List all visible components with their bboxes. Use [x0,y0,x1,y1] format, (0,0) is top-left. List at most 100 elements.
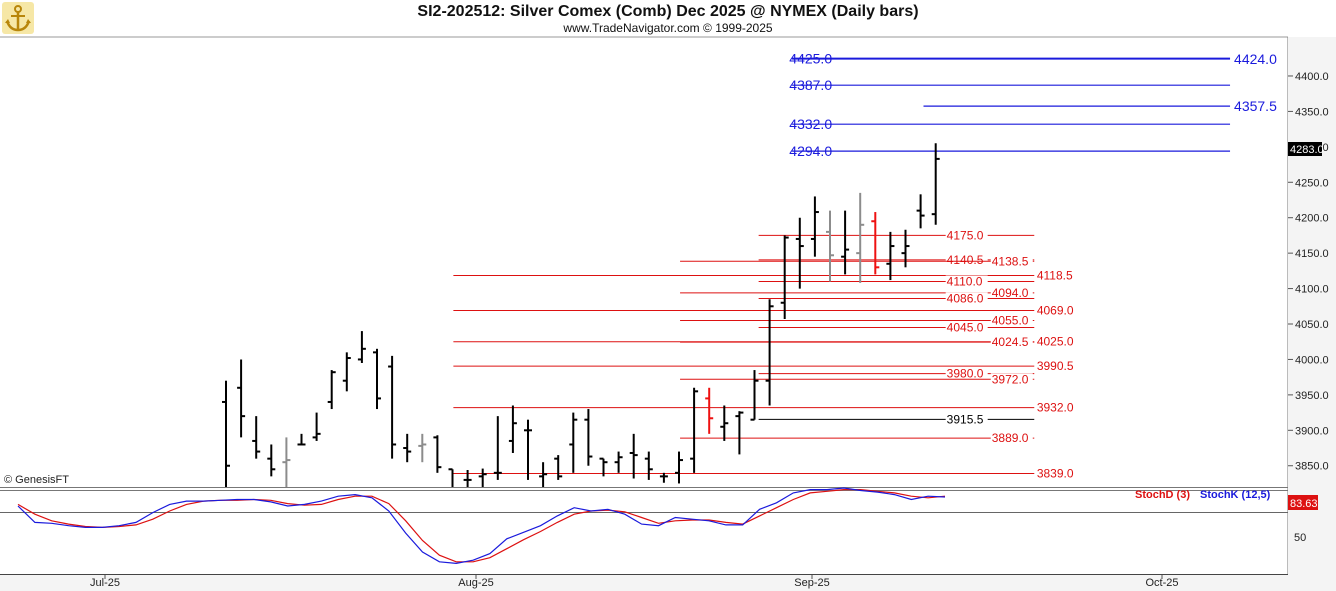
level-label: 4069.0 [1037,304,1074,318]
ohlc-bar [705,387,714,434]
level-label: 4387.0 [789,77,832,93]
ohlc-bar [282,437,291,487]
ohlc-bar [931,143,940,225]
level-label: 4118.5 [1037,268,1073,282]
ohlc-bar [810,196,819,257]
title-bar: SI2-202512: Silver Comex (Comb) Dec 2025… [0,0,1336,37]
stochk-line [17,487,946,565]
ohlc-bar [222,380,230,487]
ohlc-bar [388,355,397,459]
time-tick-label: Oct-25 [1145,577,1178,589]
ohlc-bar [750,370,759,421]
ohlc-bar [690,387,699,473]
ohlc-bar [765,299,774,406]
price-tick-label: 4100.0 [1295,284,1329,296]
stochastic-panel [0,490,1288,574]
stochd-line [17,489,946,563]
level-label: 3915.5 [947,412,984,426]
level-label-bg [945,275,988,288]
ohlc-bar [508,405,517,453]
ohlc-bar [886,231,895,281]
level-label-bg [1035,467,1078,480]
level-label-bg [1035,304,1078,317]
ohlc-bar [735,411,744,455]
ohlc-bar [312,412,321,441]
ohlc-bar [916,194,925,229]
level-label: 4025.0 [1037,335,1074,349]
price-tick-label: 4050.0 [1295,319,1329,331]
price-tick-label: 4150.0 [1295,248,1329,260]
last-price-label: 4283.0 [1290,144,1324,156]
level-label: 4425.0 [789,50,832,66]
level-label-bg [990,314,1033,327]
price-tick-label: 4250.0 [1295,177,1329,189]
level-label: 4024.5 [992,335,1029,349]
level-lines: 4425.0 4424.0 4387.0 4357.5 4332.0 4294.0 4175… [453,50,1277,481]
ohlc-bar [524,419,532,480]
level-label-bg [945,292,988,305]
ohlc-bar [569,412,578,473]
ohlc-bar [659,472,668,483]
level-label-bg [1035,335,1078,348]
level-label-bg [1035,269,1078,282]
ohlc-bar [539,462,548,487]
ohlc-bars [222,143,940,487]
time-axis-panel [0,575,1288,591]
ohlc-bar [357,331,366,363]
ohlc-bar [780,235,789,320]
ohlc-bar [448,468,454,487]
ohlc-bar [841,210,850,275]
ohlc-bar [267,444,276,477]
level-label: 3972.0 [992,372,1029,386]
level-label-bg [990,255,1033,268]
level-label: 4357.5 [1234,98,1277,114]
level-label: 4138.5 [992,254,1029,268]
level-label: 4294.0 [789,143,832,159]
level-label-bg [1035,360,1078,373]
anchor-logo-icon [2,2,34,34]
stochk-legend: StochK (12,5) [1200,489,1271,501]
ohlc-bar [871,212,880,275]
ohlc-bar [327,370,336,410]
stoch-value-tag [1288,495,1318,510]
level-label-bg [990,373,1033,386]
level-label: 4094.0 [992,286,1029,300]
ohlc-bar [478,468,487,487]
ohlc-bar [795,217,804,289]
time-tick-label: Aug-25 [458,577,493,589]
ohlc-bar [901,229,910,268]
level-label: 4424.0 [1234,51,1277,67]
level-label: 4055.0 [992,313,1029,327]
last-price-tag [1288,142,1322,156]
price-tick-label: 3850.0 [1295,461,1329,473]
ohlc-bar [463,469,472,487]
level-label-bg [945,253,988,266]
ohlc-bar [826,210,834,282]
price-axis-ticks: 4400.04350.04300.04250.04200.04150.04100… [1288,71,1329,473]
ohlc-bar [599,457,608,477]
stochastic-lines [17,487,946,565]
chart-title: SI2-202512: Silver Comex (Comb) Dec 2025… [417,3,919,20]
level-label: 4110.0 [947,274,983,288]
ohlc-bar [342,352,351,392]
price-tick-label: 4350.0 [1295,106,1329,118]
ohlc-bar [237,359,246,438]
level-label: 4140.5 [947,253,984,267]
level-label-bg [945,413,988,426]
ohlc-bar [675,451,683,484]
ohlc-bar [433,435,442,473]
level-label: 3980.0 [947,367,984,381]
stochd-legend: StochD (3) [1135,489,1190,501]
level-label-bg [945,367,988,380]
ohlc-bar [629,433,638,479]
price-tick-label: 3900.0 [1295,425,1329,437]
ohlc-bar [373,348,381,410]
ohlc-bar [720,405,729,441]
level-label: 4045.0 [947,321,984,335]
ohlc-bar [856,192,865,283]
level-label: 4086.0 [947,291,984,305]
time-tick-label: Jul-25 [90,577,120,589]
time-axis-labels: Jul-25 Aug-25 Sep-25 Oct-25 [90,575,1179,589]
chart-subtitle: www.TradeNavigator.com © 1999-2025 [563,21,773,35]
